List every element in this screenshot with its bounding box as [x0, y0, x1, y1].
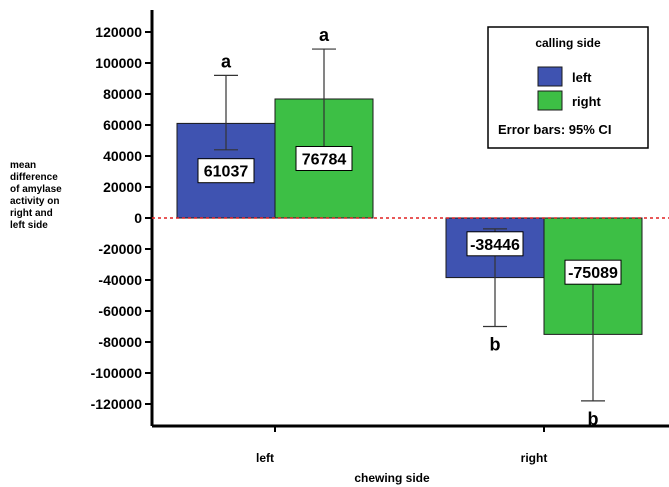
- y-axis-label-line: left side: [10, 220, 48, 231]
- y-axis-label-line: right and: [10, 208, 53, 219]
- legend-swatch-left: [537, 66, 563, 87]
- y-tick-label: 20000: [103, 179, 142, 195]
- y-tick-label: -40000: [98, 272, 142, 288]
- y-tick-label: 0: [134, 210, 142, 226]
- value-label: 76784: [302, 151, 347, 168]
- legend-label: right: [572, 94, 602, 109]
- y-tick-label: 40000: [103, 148, 142, 164]
- y-tick-label: 120000: [95, 24, 142, 40]
- y-tick-label: -60000: [98, 303, 142, 319]
- value-label: -38446: [470, 237, 520, 254]
- value-label-box: [197, 158, 255, 184]
- y-tick-label: -120000: [91, 396, 143, 412]
- value-label: -75089: [568, 265, 618, 282]
- value-label-box: [295, 145, 353, 171]
- x-axis-label: chewing side: [354, 471, 430, 485]
- legend-swatch-right: [537, 90, 563, 111]
- y-tick-label: -80000: [98, 334, 142, 350]
- value-label-box: [466, 231, 524, 257]
- y-tick-label: 80000: [103, 86, 142, 102]
- legend-label: left: [572, 70, 592, 85]
- y-axis-label-line: mean: [10, 160, 37, 171]
- x-tick-label: left: [256, 451, 274, 465]
- value-label: 61037: [204, 164, 249, 181]
- y-tick-label: 60000: [103, 117, 142, 133]
- y-axis-label-line: of amylase: [10, 184, 62, 195]
- legend-box: [487, 26, 649, 149]
- significance-letter: a: [221, 51, 232, 71]
- y-tick-label: -100000: [91, 365, 143, 381]
- significance-letter: b: [490, 335, 501, 355]
- legend-note: Error bars: 95% CI: [498, 122, 611, 137]
- significance-letter: b: [588, 409, 599, 429]
- y-axis-label: mean difference of amylase activity on r…: [10, 160, 72, 232]
- x-tick-label: right: [521, 451, 548, 465]
- legend-title: calling side: [535, 36, 601, 50]
- y-tick-label: -20000: [98, 241, 142, 257]
- value-label-box: [564, 259, 622, 285]
- y-axis-label-line: difference: [10, 172, 58, 183]
- y-tick-label: 100000: [95, 55, 142, 71]
- significance-letter: a: [319, 25, 330, 45]
- y-axis-label-line: activity on: [10, 196, 60, 207]
